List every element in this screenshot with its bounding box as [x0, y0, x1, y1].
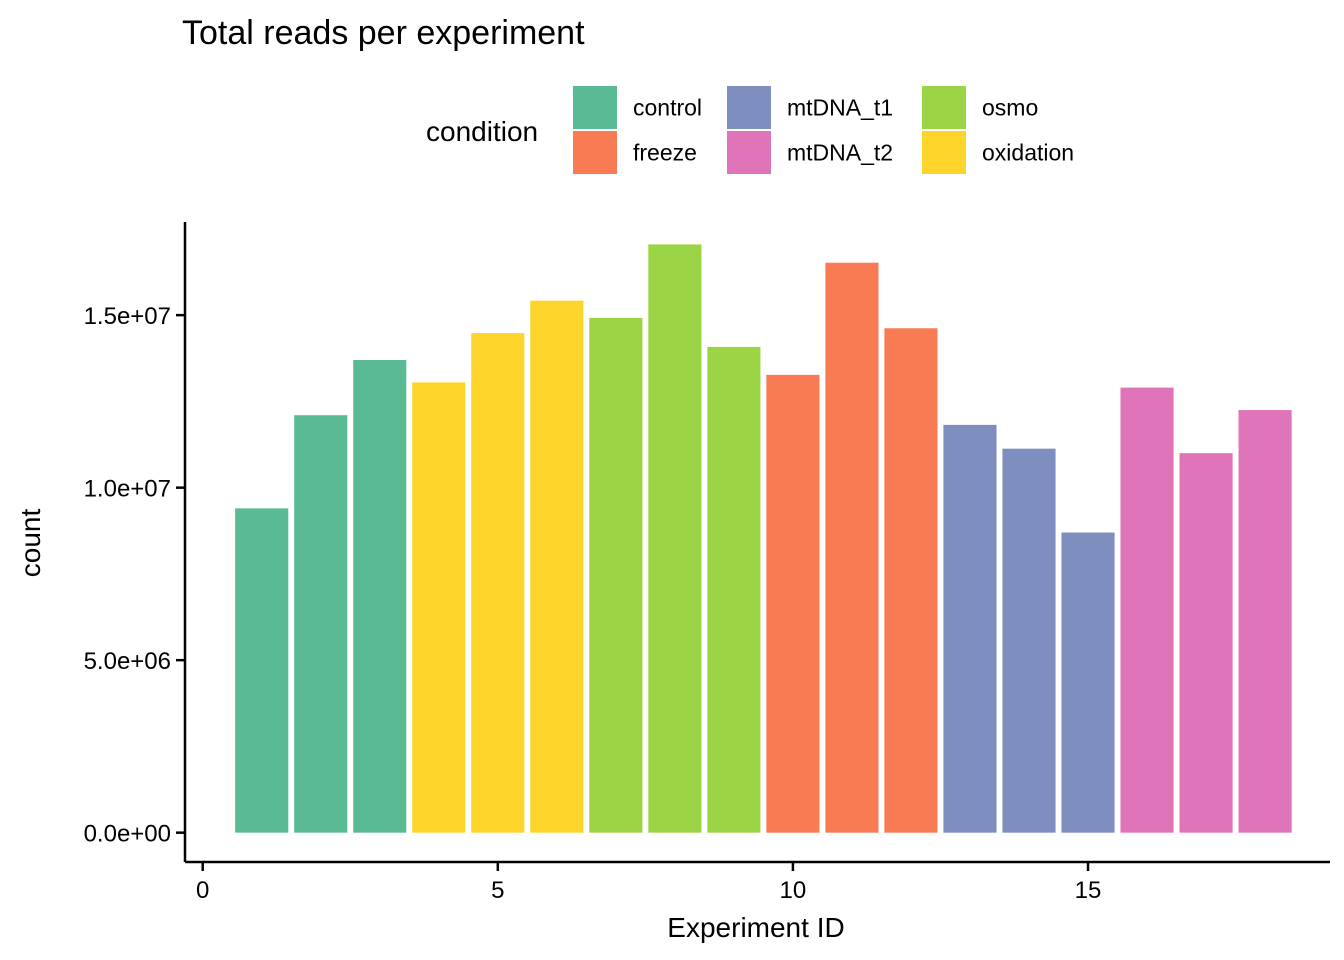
- legend-swatch-mtDNA_t1: [727, 86, 771, 129]
- chart-title: Total reads per experiment: [182, 14, 585, 52]
- bar-13: [943, 424, 997, 833]
- bar-7: [589, 317, 643, 833]
- bar-16: [1120, 387, 1174, 833]
- bars-group: [235, 244, 1292, 833]
- legend-label-freeze: freeze: [633, 140, 697, 166]
- bar-12: [884, 328, 938, 833]
- bar-14: [1002, 448, 1056, 833]
- y-tick-label: 0.0e+00: [84, 821, 171, 848]
- x-tick-label: 0: [196, 877, 209, 904]
- bar-8: [648, 244, 702, 833]
- bar-5: [471, 333, 525, 833]
- legend-label-osmo: osmo: [982, 95, 1038, 121]
- legend-label-control: control: [633, 95, 702, 121]
- x-axis-title: Experiment ID: [667, 912, 844, 943]
- bar-6: [530, 300, 584, 833]
- legend-title: condition: [426, 116, 538, 147]
- y-tick-label: 1.5e+07: [84, 303, 171, 330]
- y-axis-ticks: 0.0e+00 5.0e+06 1.0e+07 1.5e+07: [84, 303, 185, 848]
- legend-label-oxidation: oxidation: [982, 140, 1074, 166]
- legend: condition control freeze mtDNA_t1 mtDNA_t2 o…: [426, 86, 1074, 174]
- bar-15: [1061, 532, 1115, 833]
- y-axis-title: count: [15, 509, 46, 578]
- legend-swatch-mtDNA_t2: [727, 131, 771, 174]
- legend-label-mtDNA_t1: mtDNA_t1: [787, 95, 893, 121]
- bar-2: [294, 415, 348, 833]
- x-tick-label: 5: [491, 877, 504, 904]
- bar-10: [766, 374, 820, 833]
- x-axis-ticks: 0 5 10 15: [196, 862, 1101, 904]
- x-tick-label: 10: [780, 877, 807, 904]
- bar-9: [707, 346, 761, 833]
- y-tick-label: 5.0e+06: [84, 648, 171, 675]
- x-tick-label: 15: [1075, 877, 1102, 904]
- bar-1: [235, 508, 289, 833]
- bar-11: [825, 262, 879, 833]
- legend-swatch-osmo: [922, 86, 966, 129]
- y-tick-label: 1.0e+07: [84, 476, 171, 503]
- bar-3: [353, 360, 407, 833]
- legend-swatch-freeze: [573, 131, 617, 174]
- bar-18: [1238, 410, 1292, 833]
- bar-4: [412, 382, 466, 833]
- legend-label-mtDNA_t2: mtDNA_t2: [787, 140, 893, 166]
- bar-17: [1179, 453, 1233, 833]
- legend-swatch-oxidation: [922, 131, 966, 174]
- legend-swatch-control: [573, 86, 617, 129]
